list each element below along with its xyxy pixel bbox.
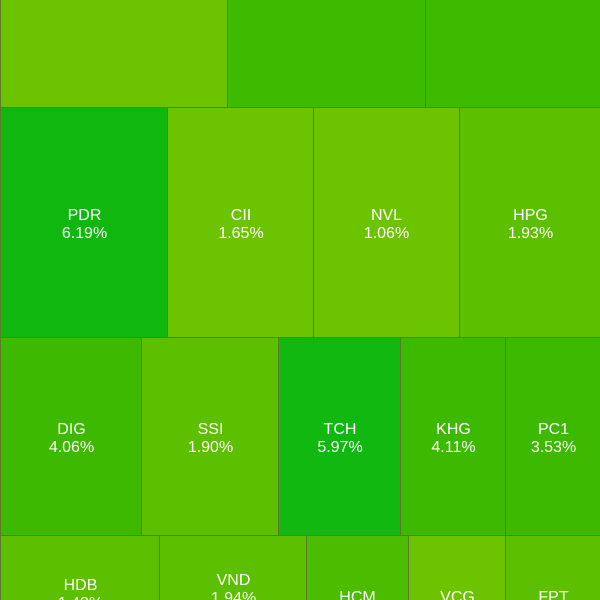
tile-change: 1.65% [218, 225, 264, 242]
tile-change: 4.06% [48, 439, 95, 456]
tile-change: 1.06% [363, 225, 410, 242]
tile-symbol: SSI [197, 421, 224, 438]
tile-change: 4.11% [431, 439, 476, 456]
tile-symbol: CII [230, 207, 252, 224]
tile-change: 5.97% [317, 439, 363, 456]
tile[interactable]: HCM [306, 535, 409, 600]
tile-symbol: HPG [513, 207, 548, 224]
tile[interactable] [227, 0, 426, 108]
tile[interactable]: CII 1.65% [167, 107, 315, 338]
tile[interactable] [425, 0, 600, 108]
tile-symbol: HDB [63, 577, 98, 594]
tile-change: 1.94% [210, 590, 257, 600]
tile[interactable]: NVL 1.06% [313, 107, 460, 338]
tile-change: 3.53% [530, 439, 577, 456]
tile[interactable]: DIG 4.06% [0, 337, 143, 536]
tile-symbol: FPT [538, 589, 569, 600]
tile-symbol: HCM [339, 589, 376, 600]
tile[interactable]: PC1 3.53% [505, 337, 600, 536]
tile-change: 1.90% [187, 439, 234, 456]
tile-symbol: VCG [440, 589, 475, 600]
tile[interactable] [0, 0, 228, 108]
tile[interactable]: SSI 1.90% [141, 337, 280, 536]
tile-symbol: TCH [323, 421, 357, 438]
tile[interactable]: FPT [505, 535, 600, 600]
tile-symbol: PC1 [537, 421, 570, 438]
tile[interactable]: VND 1.94% [159, 535, 308, 600]
tile[interactable]: HDB1.43% [0, 535, 161, 600]
tile-change: 6.19% [61, 225, 108, 242]
tile-symbol: KHG [436, 421, 471, 438]
tile[interactable]: HPG 1.93% [459, 107, 600, 338]
tile-change: 1.43% [1, 595, 160, 600]
tile-symbol: DIG [57, 421, 86, 438]
tile-symbol: VND [216, 572, 251, 589]
tile[interactable]: PDR 6.19% [0, 107, 169, 338]
tile-symbol: PDR [67, 207, 102, 224]
tile-change: 1.93% [507, 225, 554, 242]
tile[interactable]: TCH 5.97% [278, 337, 402, 536]
tile[interactable]: KHG 4.11% [400, 337, 507, 536]
tile-symbol: NVL [370, 207, 403, 224]
tile[interactable]: VCG [408, 535, 507, 600]
